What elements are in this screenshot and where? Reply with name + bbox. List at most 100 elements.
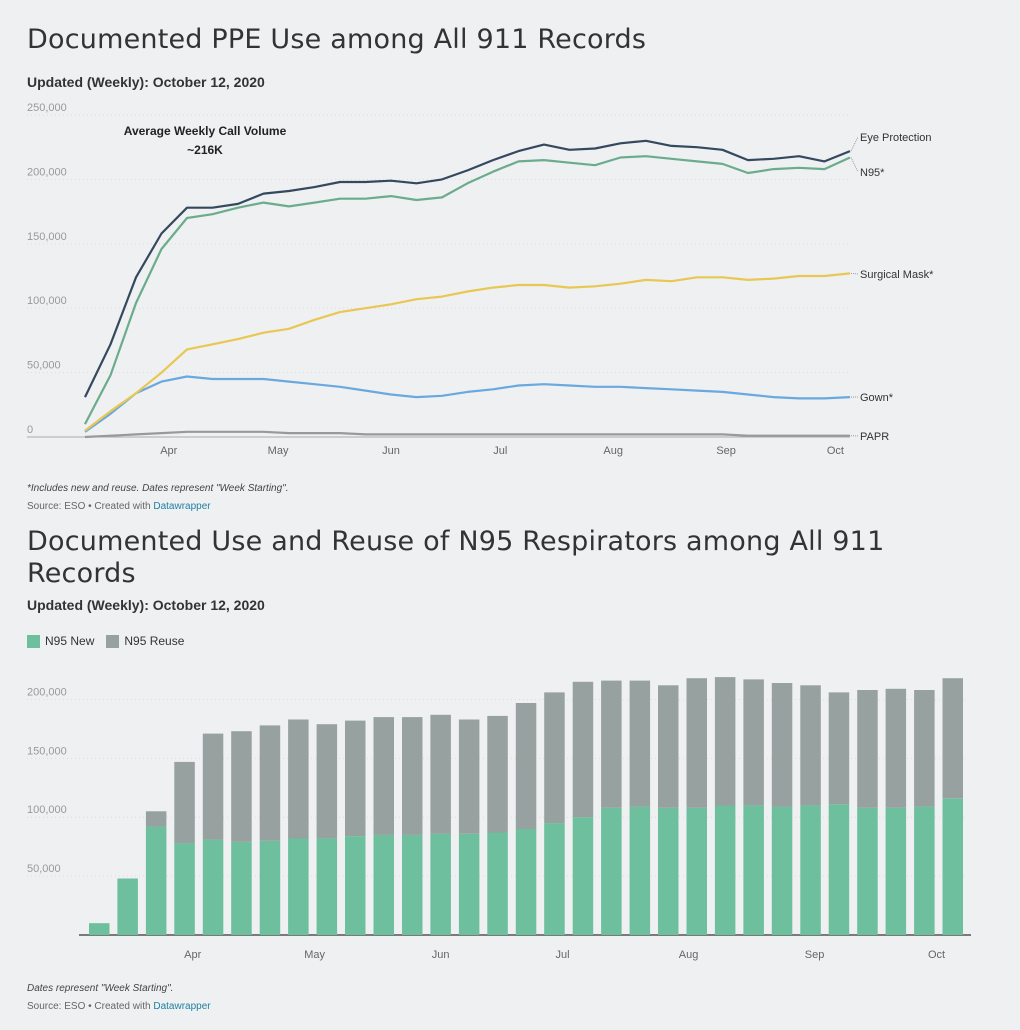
chart2-x-tick-label: Jun: [432, 949, 450, 961]
bar-n95-new: [259, 840, 281, 935]
bar-n95-reuse: [316, 724, 338, 839]
bar-n95-reuse: [259, 725, 281, 841]
chart2-y-tick-label: 150,000: [27, 745, 67, 757]
legend-label-n95-reuse: N95 Reuse: [124, 634, 185, 648]
bar-n95-reuse: [658, 685, 679, 808]
bar-n95-new: [601, 807, 622, 935]
bar-n95-new: [771, 806, 793, 935]
series-label-eye-protection: Eye Protection: [860, 132, 932, 144]
bar-n95-reuse: [515, 703, 537, 829]
chart2-y-tick-label: 50,000: [27, 863, 61, 875]
bar-n95-reuse: [373, 717, 394, 835]
chart2-updated: Updated (Weekly): October 12, 2020: [27, 597, 265, 613]
chart1-x-tick-label: Apr: [160, 445, 177, 457]
bar-n95-new: [458, 833, 480, 935]
chart2-source-text: Source: ESO • Created with: [27, 1001, 154, 1012]
bar-n95-reuse: [885, 688, 907, 808]
bar-n95-reuse: [572, 681, 594, 818]
bar-n95-new: [544, 823, 565, 935]
chart1-annotation-line1: Average Weekly Call Volume: [124, 124, 287, 138]
chart1-y-tick-label: 250,000: [27, 102, 67, 114]
chart1-source: Source: ESO • Created with Datawrapper: [27, 501, 211, 512]
chart1-series-labels: Eye Protection N95* Surgical Mask* Gown* PAP…: [850, 132, 934, 443]
bar-n95-reuse: [402, 717, 423, 835]
bar-n95-new: [373, 834, 394, 935]
bar-n95-new: [202, 839, 224, 935]
legend-swatch-n95-new: [27, 634, 40, 648]
chart1-lines: [84, 139, 851, 439]
bar-n95-reuse: [487, 715, 508, 833]
bar-n95-new: [914, 806, 935, 935]
bar-n95-new: [857, 807, 878, 935]
bar-n95-reuse: [345, 720, 366, 836]
bar-n95-reuse: [686, 678, 707, 808]
bar-n95-new: [686, 807, 707, 935]
bar-n95-new: [800, 805, 821, 935]
bar-n95-reuse: [288, 719, 309, 839]
chart2-datawrapper-link[interactable]: Datawrapper: [153, 1001, 211, 1012]
bar-n95-reuse: [857, 690, 878, 808]
chart2-x-tick-label: May: [304, 949, 325, 961]
series-line-surgical-mask: [84, 272, 851, 432]
bar-n95-new: [942, 798, 963, 935]
bar-n95-reuse: [145, 811, 167, 827]
bar-n95-reuse: [544, 692, 565, 824]
bar-n95-new: [629, 806, 651, 935]
bar-n95-reuse: [601, 680, 622, 808]
chart1-x-tick-label: Jul: [493, 445, 507, 457]
chart2-footnote: Dates represent "Week Starting".: [27, 983, 174, 994]
chart1-x-tick-label: Sep: [716, 445, 736, 457]
chart1-x-tick-label: Oct: [827, 445, 844, 457]
bar-n95-new: [89, 923, 110, 935]
bar-n95-reuse: [202, 733, 224, 840]
chart1-y-tick-label: 150,000: [27, 231, 67, 243]
chart2-x-ticks: Apr May Jun Jul Aug Sep Oct: [184, 949, 945, 961]
bar-n95-reuse: [942, 678, 963, 799]
chart1-x-tick-label: Jun: [382, 445, 400, 457]
series-line-gown: [84, 375, 851, 433]
chart1-y-tick-label: 200,000: [27, 166, 67, 178]
bar-n95-reuse: [828, 692, 850, 805]
chart2-title: Documented Use and Reuse of N95 Respirat…: [27, 526, 885, 589]
ppe-line-chart: 0 50,000 100,000 150,000 200,000 250,000 Apr M…: [27, 102, 934, 457]
chart1-y-tick-label: 100,000: [27, 295, 67, 307]
chart1-x-ticks: Apr May Jun Jul Aug Sep Oct: [160, 445, 844, 457]
chart2-x-tick-label: Sep: [805, 949, 825, 961]
chart1-annotation-line2: ~216K: [187, 143, 223, 157]
chart2-y-ticks: 50,000 100,000 150,000 200,000: [27, 686, 67, 875]
bar-n95-new: [288, 838, 309, 935]
chart2-y-tick-label: 200,000: [27, 686, 67, 698]
series-label-surgical-mask: Surgical Mask*: [860, 269, 934, 281]
bar-n95-new: [174, 843, 195, 935]
bar-n95-new: [515, 829, 537, 935]
chart1-x-tick-label: Aug: [603, 445, 623, 457]
bar-n95-new: [487, 832, 508, 935]
chart2-bars: [89, 677, 963, 935]
bar-n95-new: [430, 833, 451, 935]
bar-n95-reuse: [743, 679, 764, 806]
series-label-gown: Gown*: [860, 392, 894, 404]
bar-n95-reuse: [629, 680, 651, 807]
bar-n95-new: [885, 807, 907, 935]
chart2-x-tick-label: Jul: [556, 949, 570, 961]
bar-n95-reuse: [458, 719, 480, 834]
chart1-title: Documented PPE Use among All 911 Records: [27, 24, 647, 55]
legend-swatch-n95-reuse: [106, 634, 120, 648]
series-label-n95: N95*: [860, 167, 885, 179]
bar-n95-new: [145, 826, 167, 935]
legend-item-n95-new: N95 New: [27, 634, 94, 648]
series-line-papr: [84, 430, 850, 439]
bar-n95-new: [402, 834, 423, 935]
chart2-source: Source: ESO • Created with Datawrapper: [27, 1001, 211, 1012]
bar-n95-reuse: [174, 761, 195, 844]
bar-n95-new: [316, 838, 338, 935]
chart1-x-tick-label: May: [268, 445, 289, 457]
chart1-source-text: Source: ESO • Created with: [27, 501, 154, 512]
bar-n95-reuse: [231, 731, 252, 842]
series-line-n95: [84, 155, 851, 425]
chart1-datawrapper-link[interactable]: Datawrapper: [153, 501, 211, 512]
bar-n95-new: [117, 878, 138, 935]
series-line-eye-protection: [84, 139, 851, 398]
bar-n95-new: [714, 805, 736, 935]
series-label-connector: [850, 157, 859, 173]
